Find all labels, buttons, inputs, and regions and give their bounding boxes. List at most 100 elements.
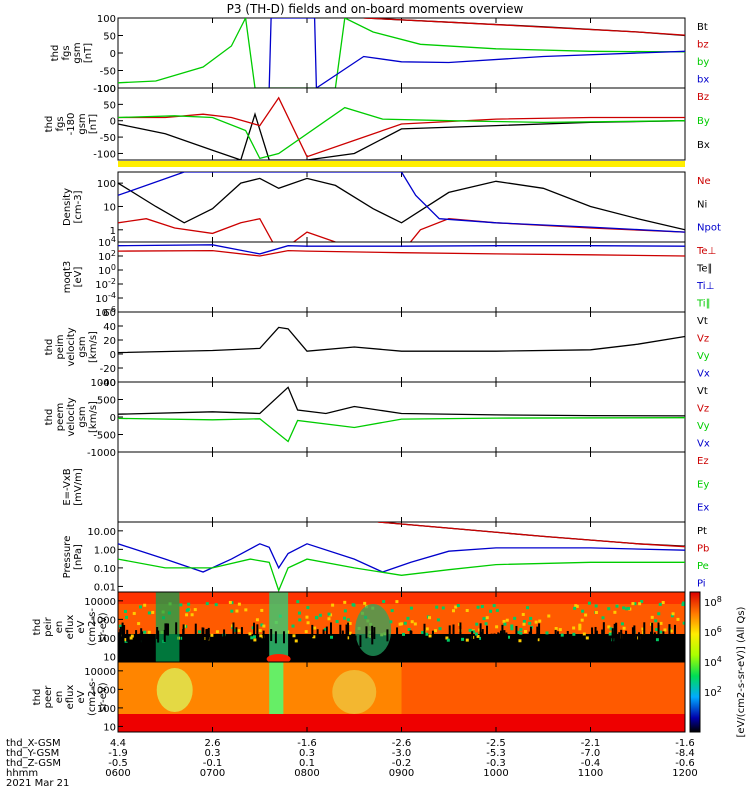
noise-spike — [345, 624, 348, 637]
noise-spike — [431, 630, 434, 643]
spectro-pixel — [297, 611, 301, 615]
y-axis-label: eflux — [65, 615, 76, 640]
series-by — [118, 18, 685, 88]
noise-spike — [163, 629, 166, 642]
spectro-pixel — [409, 606, 413, 610]
spectro-pixel — [410, 620, 414, 624]
colorbar — [689, 591, 701, 733]
y-tick-label: 1 — [110, 226, 116, 237]
noise-spike — [591, 627, 594, 640]
series-group — [118, 96, 685, 160]
spectro-pixel — [230, 609, 234, 613]
spectro-pixel — [640, 600, 644, 604]
spectro-pixel — [608, 632, 612, 636]
y-axis-label: E=-VxB — [62, 468, 73, 505]
footer-value: -0.3 — [486, 758, 506, 769]
spectro-pixel — [190, 613, 194, 617]
spectro-pixel — [244, 608, 248, 612]
spectro-pixel — [180, 636, 184, 640]
colorbar-tick: 104 — [704, 655, 722, 669]
noise-spike — [490, 633, 493, 646]
footer-value: 1000 — [483, 768, 508, 779]
y-axis-label: eV — [76, 620, 87, 633]
spectro-pixel — [620, 622, 624, 626]
y-tick-label: 0 — [110, 49, 116, 60]
y-axis-label: sr-eV) — [98, 682, 109, 711]
series-Pi — [118, 543, 685, 573]
noise-spike — [481, 631, 484, 644]
noise-spike — [452, 624, 455, 637]
spectro-pixel — [572, 626, 576, 630]
series-Npot — [118, 172, 685, 233]
y-tick-label: -1000 — [87, 448, 116, 459]
spectro-pixel — [451, 609, 455, 613]
spectro-pixel — [230, 601, 234, 605]
spectro-pixel — [573, 606, 577, 610]
noise-spike — [502, 633, 505, 646]
noise-spike — [633, 625, 636, 638]
noise-spike — [339, 624, 342, 637]
series-Pb — [377, 522, 685, 548]
spectro-pixel — [682, 621, 685, 625]
spectro-pixel — [434, 629, 438, 633]
noise-spike — [566, 630, 569, 643]
spectro-pixel — [669, 629, 673, 633]
legend-Te⊥: Te⊥ — [696, 246, 716, 257]
noise-spike — [253, 622, 256, 635]
footer-value: -0.5 — [108, 758, 128, 769]
y-axis-label: peer — [43, 685, 54, 709]
noise-spike — [497, 632, 500, 645]
noise-spike — [193, 634, 196, 647]
colorbar-label: [eV/(cm2-s-sr-eV)] (All Qs) — [736, 606, 747, 737]
footer-value: -0.6 — [675, 758, 695, 769]
spectro-pixel — [305, 615, 309, 619]
noise-spike — [602, 622, 605, 635]
y-axis-label: thd — [32, 619, 43, 636]
spectro-pixel — [510, 627, 514, 631]
footer-value: 0.3 — [299, 748, 315, 759]
y-tick-label: 100 — [97, 14, 116, 25]
y-axis-label: (cm2-s- — [87, 678, 98, 716]
footer-value: 0800 — [294, 768, 319, 779]
noise-spike — [615, 622, 618, 635]
noise-spike — [556, 631, 559, 644]
footer-value: 0.1 — [299, 758, 315, 769]
series-Te⊥ — [118, 249, 685, 257]
noise-spike — [499, 630, 502, 643]
noise-spike — [662, 631, 665, 644]
noise-spike — [486, 625, 489, 638]
panel-frame — [117, 17, 686, 89]
spectro-pixel — [298, 618, 302, 622]
noise-spike — [322, 629, 325, 642]
y-tick-label: -100 — [93, 84, 116, 95]
series-group — [118, 172, 685, 242]
noise-spike — [164, 623, 167, 636]
spectro-pixel — [138, 605, 142, 609]
y-tick-label: -50 — [100, 133, 116, 144]
spectro-pixel — [659, 630, 663, 634]
noise-spike — [325, 626, 328, 639]
noise-spike — [653, 632, 656, 645]
footer-row-label: thd_X-GSM — [6, 738, 61, 749]
spectro-pixel — [475, 622, 479, 626]
spectro-pixel — [215, 630, 219, 634]
spectro-pixel — [485, 616, 489, 620]
spectro-pixel — [682, 601, 685, 605]
spectro-pixel — [390, 609, 394, 613]
spectro-pixel — [601, 616, 605, 620]
noise-spike — [157, 630, 160, 643]
spectro-pixel — [259, 634, 263, 638]
y-tick-label: 60 — [103, 308, 116, 319]
spectro-pixel — [327, 612, 331, 616]
legend-Ti∥: Ti∥ — [696, 299, 711, 310]
y-tick-label: 1000 — [91, 615, 116, 626]
spectro-pixel — [585, 636, 589, 640]
blob-a — [156, 668, 193, 712]
spectro-pixel — [313, 626, 317, 630]
spectro-pixel — [534, 620, 538, 624]
footer-value: 4.4 — [110, 738, 126, 749]
spectro-pixel — [482, 617, 486, 621]
y-axis-label: velocity — [66, 397, 77, 436]
spectro-pixel — [205, 602, 209, 606]
panel-frame — [117, 451, 686, 523]
